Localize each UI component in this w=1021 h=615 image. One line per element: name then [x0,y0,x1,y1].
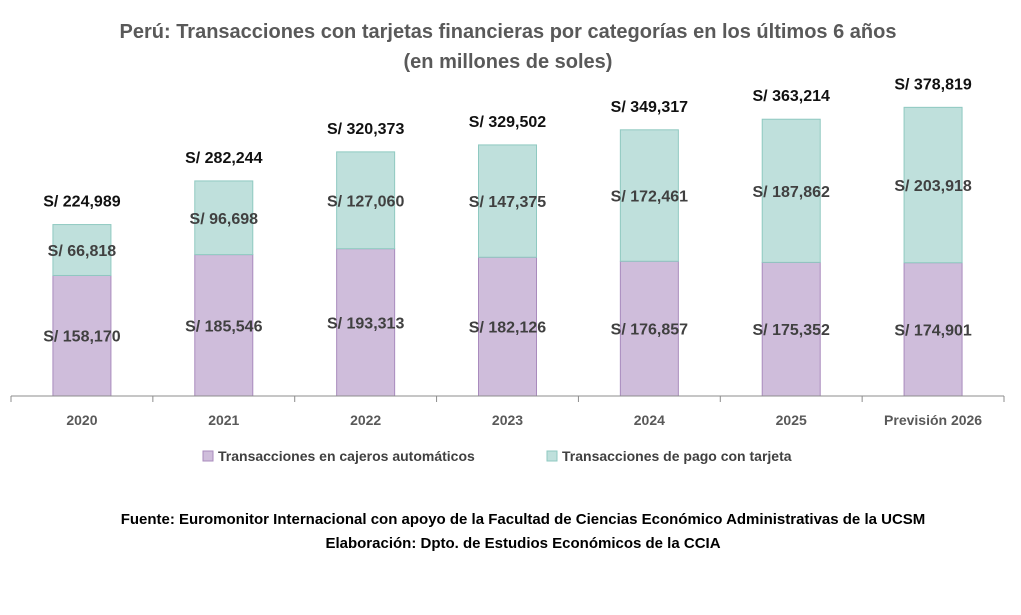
legend-swatch-card [546,450,558,462]
total-label-6: S/ 378,819 [894,76,972,93]
chart-subtitle: (en millones de soles) [404,51,613,73]
x-tick-label-5: 2025 [776,412,807,428]
bar-atm-0 [52,274,112,397]
bar-atm-4 [619,260,679,397]
bar-label-atm-2: S/ 193,313 [327,315,405,332]
bar-atm-5 [761,261,821,397]
x-axis: 2020 2021 2022 2023 2024 2025 Previsión 2026 [10,395,1005,428]
bar-atm-6 [903,262,963,397]
legend-label-card: Transacciones de pago con tarjeta [562,448,792,464]
credit-note: Elaboración: Dpto. de Estudios Económico… [325,535,721,552]
legend-label-atm: Transacciones en cajeros automáticos [218,448,475,464]
bar-label-card-6: S/ 203,918 [894,178,972,195]
legend: Transacciones en cajeros automáticos Tran… [202,448,792,464]
total-label-0: S/ 224,989 [43,194,121,211]
x-tick-label-2: 2022 [350,412,381,428]
bar-atm-2 [336,248,396,397]
bar-card-2 [336,151,396,250]
bar-label-card-0: S/ 66,818 [48,243,117,260]
bar-card-0 [52,224,112,276]
bar-label-card-4: S/ 172,461 [611,189,689,206]
source-note: Fuente: Euromonitor Internacional con ap… [120,511,926,528]
bar-label-card-2: S/ 127,060 [327,193,405,210]
bar-card-4 [619,129,679,262]
bar-card-3 [478,144,537,258]
legend-swatch-atm [202,450,214,462]
bar-label-atm-6: S/ 174,901 [894,322,972,339]
bar-label-atm-1: S/ 185,546 [185,318,263,335]
bars-layer: S/ 158,170 S/ 66,818 S/ 224,989 S/ 185,546 S… [43,76,972,397]
bar-label-card-3: S/ 147,375 [469,194,547,211]
total-label-4: S/ 349,317 [611,99,689,116]
bar-label-card-5: S/ 187,862 [753,184,831,201]
x-tick-label-3: 2023 [492,412,523,428]
bar-label-card-1: S/ 96,698 [190,211,259,228]
x-tick-label-6: Previsión 2026 [884,412,982,428]
bar-label-atm-4: S/ 176,857 [611,322,689,339]
x-tick-label-0: 2020 [66,412,97,428]
bar-card-1 [194,180,254,256]
bar-card-5 [761,118,821,263]
bar-card-6 [903,106,963,264]
chart-title: Perú: Transacciones con tarjetas financi… [120,21,897,43]
bar-label-atm-0: S/ 158,170 [43,329,121,346]
bar-atm-3 [478,256,537,397]
total-label-1: S/ 282,244 [185,150,263,167]
x-tick-label-1: 2021 [208,412,239,428]
bar-label-atm-5: S/ 175,352 [753,322,831,339]
bar-label-atm-3: S/ 182,126 [469,320,547,337]
total-label-3: S/ 329,502 [469,114,547,131]
total-label-5: S/ 363,214 [753,88,831,105]
total-label-2: S/ 320,373 [327,121,405,138]
bar-atm-1 [194,254,254,397]
x-tick-label-4: 2024 [634,412,665,428]
